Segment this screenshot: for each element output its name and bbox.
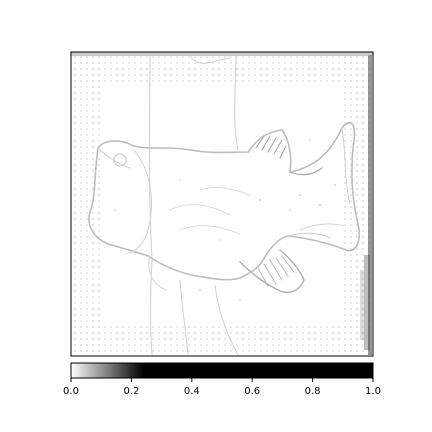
colorbar-tick-label: 1.0 xyxy=(365,386,381,397)
colorbar-gradient xyxy=(71,363,373,378)
colorbar-tick-label: 0.0 xyxy=(63,386,79,397)
background-outlines xyxy=(149,54,239,356)
colorbar-ticks: 0.0 0.2 0.4 0.6 0.8 1.0 xyxy=(63,378,381,397)
right-edge-streak xyxy=(368,55,372,355)
colorbar-tick-label: 0.4 xyxy=(184,386,200,397)
edge-artifact-top xyxy=(71,52,373,82)
speckle-noise xyxy=(114,139,336,301)
edge-artifact-left xyxy=(71,52,101,356)
colorbar-tick-label: 0.8 xyxy=(305,386,321,397)
fish-outline xyxy=(88,121,361,294)
image-background xyxy=(71,52,373,356)
colorbar-tick-label: 0.6 xyxy=(244,386,260,397)
edge-artifact-bottom xyxy=(71,326,373,356)
colorbar-tick-label: 0.2 xyxy=(123,386,139,397)
saliency-image xyxy=(70,51,374,357)
image-frame xyxy=(70,51,374,357)
colorbar: 0.0 0.2 0.4 0.6 0.8 1.0 xyxy=(63,362,381,397)
colorbar-frame xyxy=(70,362,374,379)
